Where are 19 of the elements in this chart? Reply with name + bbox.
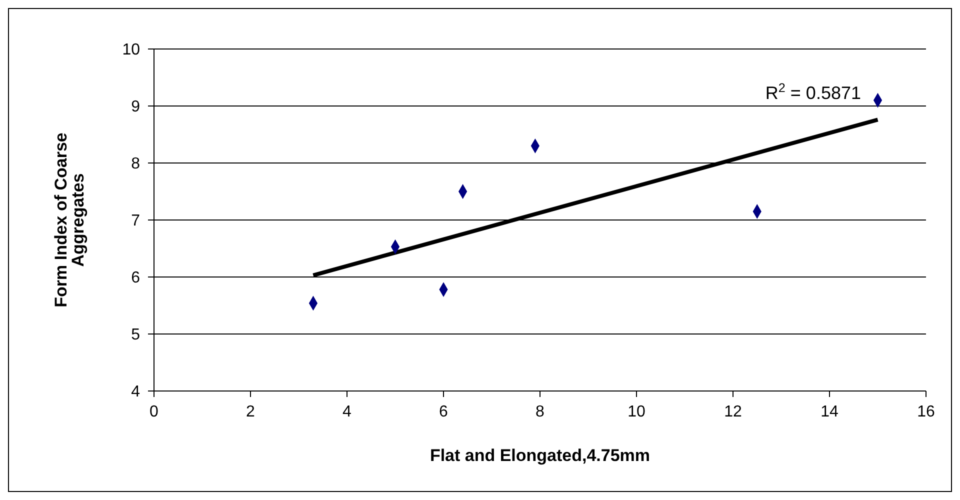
y-tick-label: 9 [131,98,140,116]
x-tick-label: 2 [246,403,256,420]
x-tick-label: 12 [724,403,742,420]
y-tick-label: 4 [131,384,140,401]
y-tick-label: 5 [131,326,140,344]
x-tick-label: 6 [439,403,448,420]
x-tick-label: 0 [150,403,159,420]
x-tick-label: 16 [917,403,935,420]
y-axis-title: Form Index of Coarse Aggregates [52,132,88,308]
y-tick-label: 10 [122,42,140,59]
y-tick-label: 6 [131,270,140,287]
annotation: R$^{2}$ = 0.5871 [765,81,861,103]
x-tick-label: 14 [820,403,838,420]
x-tick-label: 8 [536,403,545,420]
x-axis-title: Flat and Elongated,4.75mm [430,446,650,465]
x-tick-label: 4 [342,403,352,420]
x-tick-label: 10 [628,403,646,420]
y-tick-label: 7 [131,212,140,230]
y-tick-label: 8 [131,156,140,173]
